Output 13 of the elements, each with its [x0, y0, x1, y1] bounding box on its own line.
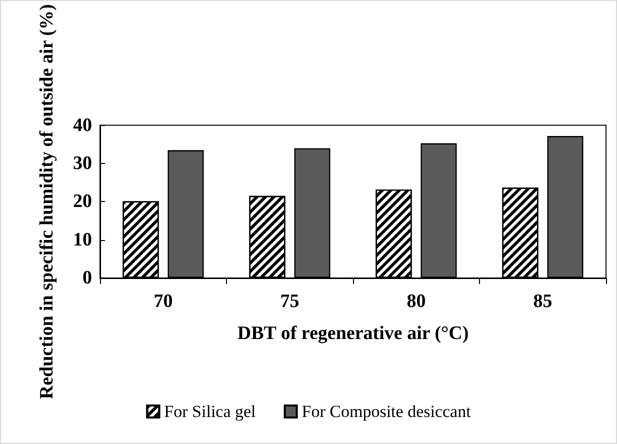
- legend-label: For Composite desiccant: [302, 402, 472, 421]
- y-tick-label: 20: [73, 191, 92, 212]
- x-tick-label: 75: [280, 291, 300, 312]
- y-tick-label: 40: [73, 114, 92, 136]
- y-tick-label: 10: [73, 229, 92, 250]
- y-tick-label: 0: [82, 268, 92, 288]
- y-axis-title: Reduction in specific humidity of outside air (%): [36, 4, 58, 400]
- legend-label: For Silica gel: [164, 402, 256, 421]
- x-axis-title: DBT of regenerative air (°C): [237, 323, 469, 344]
- x-tick-label: 70: [154, 291, 173, 312]
- y-tick-label: 30: [73, 152, 92, 174]
- x-tick-label: 80: [406, 291, 426, 312]
- x-tick-label: 85: [533, 291, 552, 312]
